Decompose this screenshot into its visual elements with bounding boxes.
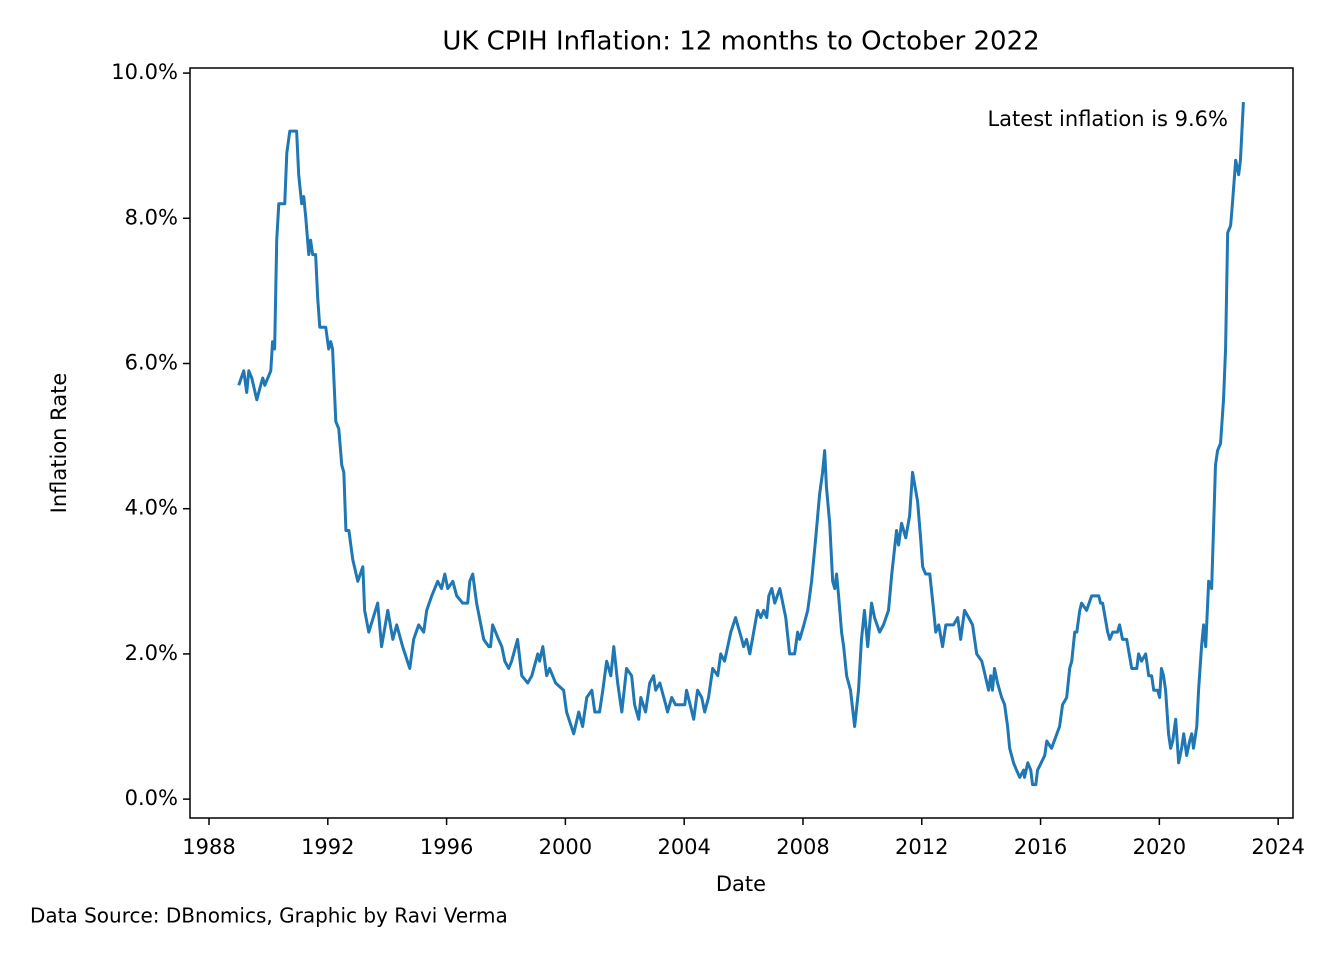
x-tick-label: 2024 bbox=[1251, 835, 1304, 859]
chart-title: UK CPIH Inflation: 12 months to October … bbox=[442, 27, 1039, 57]
data-line bbox=[237, 102, 1245, 787]
y-tick-label: 10.0% bbox=[111, 60, 178, 84]
y-tick-label: 4.0% bbox=[125, 496, 178, 520]
x-tick-label: 2004 bbox=[657, 835, 710, 859]
y-tick-label: 8.0% bbox=[125, 205, 178, 229]
source-note: Data Source: DBnomics, Graphic by Ravi V… bbox=[30, 904, 508, 928]
x-axis-label: Date bbox=[716, 872, 766, 896]
y-tick-label: 6.0% bbox=[125, 350, 178, 374]
y-tick-label: 2.0% bbox=[125, 641, 178, 665]
x-tick-label: 2016 bbox=[1014, 835, 1067, 859]
x-tick-label: 2012 bbox=[895, 835, 948, 859]
x-tick-label: 1996 bbox=[420, 835, 473, 859]
y-tick-label: 0.0% bbox=[125, 786, 178, 810]
x-tick-label: 2020 bbox=[1133, 835, 1186, 859]
y-axis-label: Inflation Rate bbox=[47, 373, 71, 514]
plot-frame bbox=[189, 67, 1294, 819]
x-tick-label: 2000 bbox=[539, 835, 592, 859]
x-tick-label: 1992 bbox=[301, 835, 354, 859]
x-tick-label: 1988 bbox=[182, 835, 235, 859]
annotation: Latest inflation is 9.6% bbox=[987, 107, 1228, 131]
x-tick-label: 2008 bbox=[776, 835, 829, 859]
